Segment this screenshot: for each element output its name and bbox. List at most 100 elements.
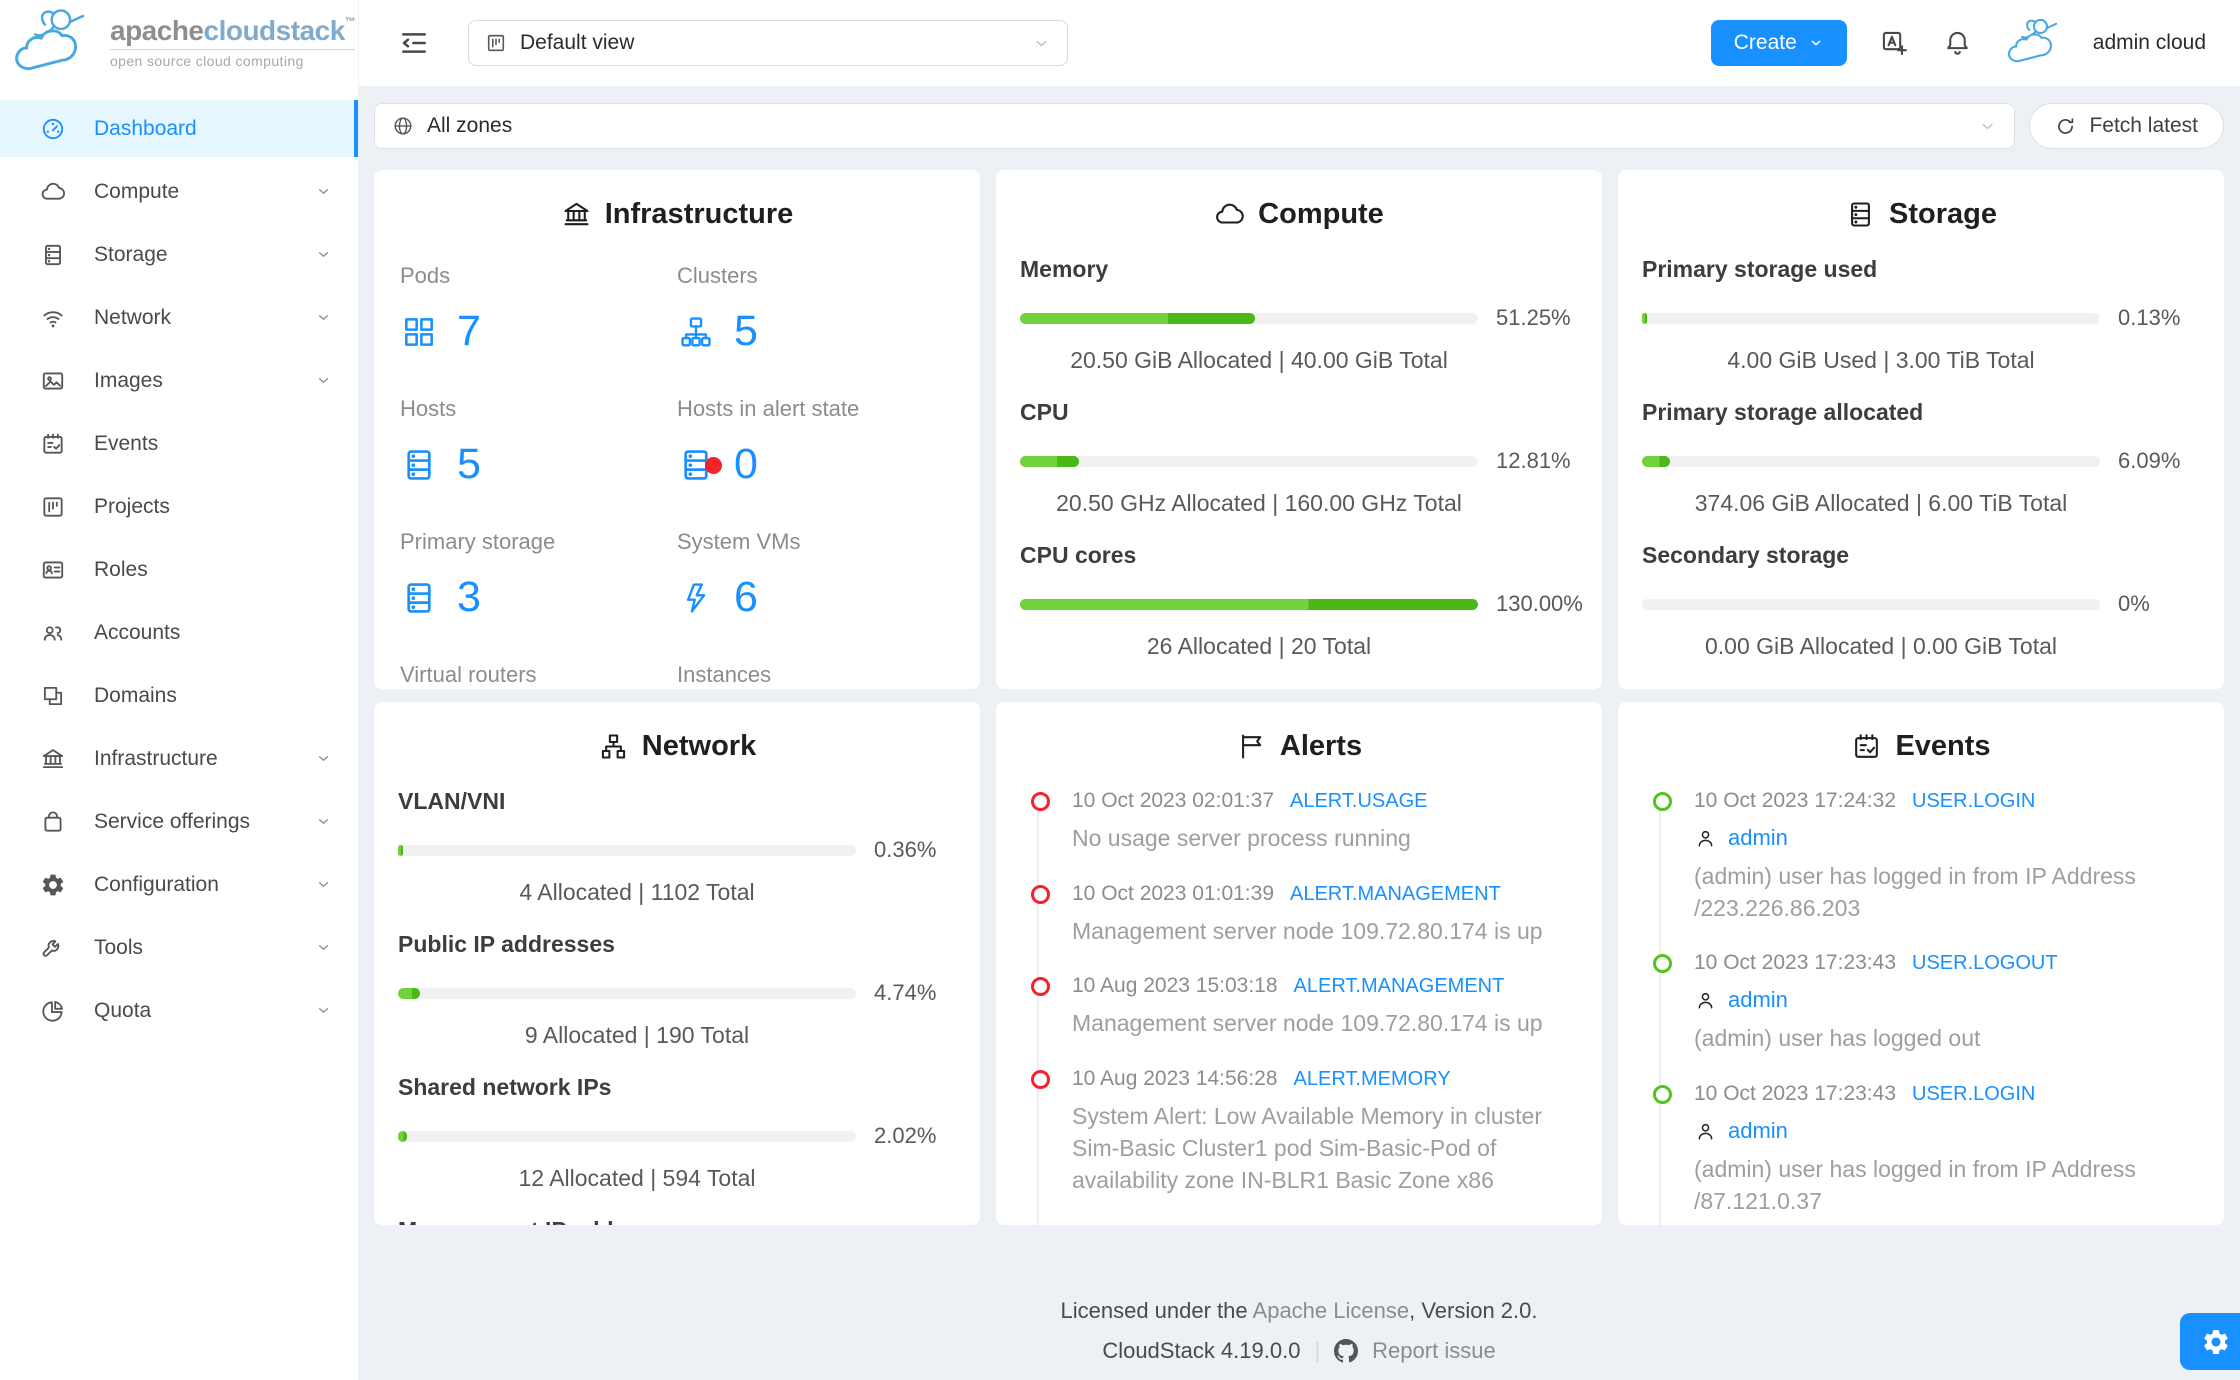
database-icon xyxy=(400,446,438,484)
zone-selector[interactable]: All zones xyxy=(374,103,2016,149)
item-type-link[interactable]: USER.LOGIN xyxy=(1912,790,2036,812)
app-logo[interactable]: apachecloudstack™ open source cloud comp… xyxy=(0,0,358,86)
sidebar-item-label: Quota xyxy=(94,998,152,1022)
stat-label: Clusters xyxy=(677,263,758,288)
event-user-link[interactable]: admin xyxy=(1728,987,1788,1013)
metric-percent: 0.36% xyxy=(874,837,937,862)
metric-caption: 12 Allocated | 594 Total xyxy=(518,1165,756,1191)
event-item: 10 Oct 2023 17:24:32 USER.LOGIN admin (admi… xyxy=(1653,789,2200,951)
sidebar-item-events[interactable]: Events xyxy=(0,415,358,472)
user-avatar[interactable] xyxy=(2005,16,2069,70)
brand-trademark: ™ xyxy=(344,16,356,28)
sidebar-item-projects[interactable]: Projects xyxy=(0,478,358,535)
sidebar-item-label: Accounts xyxy=(94,620,181,644)
item-type-link[interactable]: ALERT.MANAGEMENT xyxy=(1290,882,1501,905)
metric-caption: 4 Allocated | 1102 Total xyxy=(519,879,755,905)
thunderbolt-icon xyxy=(677,579,715,617)
metric-label: CPU xyxy=(1020,399,1069,425)
stat-pods[interactable]: Pods 7 xyxy=(400,263,677,356)
timeline-dot xyxy=(1031,792,1050,811)
metric-label: Public IP addresses xyxy=(398,931,615,957)
metric-caption: 20.50 GHz Allocated | 160.00 GHz Total xyxy=(1056,490,1462,516)
stat-instances[interactable]: Instances12 xyxy=(677,662,954,689)
metric-label: Primary storage allocated xyxy=(1642,399,1924,425)
apache-license-link[interactable]: Apache License xyxy=(1252,1298,1410,1323)
sidebar-item-infrastructure[interactable]: Infrastructure xyxy=(0,730,358,787)
database-alert-icon xyxy=(677,446,722,484)
metric-percent: 0% xyxy=(2118,591,2150,616)
alerts-card-title: Alerts xyxy=(1020,730,1578,763)
notification-bell-icon[interactable] xyxy=(1942,28,1973,59)
chevron-down-icon xyxy=(1811,40,1821,46)
chevron-down-icon xyxy=(315,813,332,830)
item-timestamp: 10 Aug 2023 14:56:28 xyxy=(1072,1067,1278,1091)
theme-settings-button[interactable] xyxy=(2180,1313,2240,1370)
progress-fill xyxy=(398,1130,408,1142)
create-button[interactable]: Create xyxy=(1710,20,1847,66)
stat-hosts[interactable]: Hosts 5 xyxy=(400,396,677,489)
item-timestamp: 10 Oct 2023 01:01:39 xyxy=(1072,881,1274,905)
item-type-link[interactable]: USER.LOGOUT xyxy=(1912,952,2058,975)
stat-label: Hosts in alert state xyxy=(677,396,860,421)
view-selector[interactable]: Default view xyxy=(468,20,1068,66)
stat-virtual-routers[interactable]: Virtual routers6 xyxy=(400,662,677,689)
sidebar-item-compute[interactable]: Compute xyxy=(0,163,358,220)
metric-label: Shared network IPs xyxy=(398,1074,612,1100)
user-icon xyxy=(1694,827,1717,850)
metric-label: Primary storage used xyxy=(1642,256,1878,282)
setting-icon xyxy=(40,872,66,898)
network-card-title: Network xyxy=(398,730,956,763)
sidebar-item-label: Tools xyxy=(94,935,144,959)
project-view-icon xyxy=(487,34,505,52)
item-type-link[interactable]: ALERT.MANAGEMENT xyxy=(1294,1224,1505,1225)
network-card: Network VLAN/VNI 0.36% 4 Allocated | 1102 … xyxy=(374,702,980,1225)
sidebar-item-service-offerings[interactable]: Service offerings xyxy=(0,793,358,850)
stat-clusters[interactable]: Clusters 5 xyxy=(677,263,954,356)
metric-label: Management IP addresses xyxy=(398,1217,956,1225)
alert-item: 10 Aug 2023 15:03:18 ALERT.MANAGEMENT Mana… xyxy=(1031,974,1578,1067)
topbar-actions: Create admin cloud xyxy=(1710,16,2206,70)
sidebar-item-domains[interactable]: Domains xyxy=(0,667,358,724)
calendar-check-icon xyxy=(1855,734,1879,758)
timeline-dot xyxy=(1031,884,1050,904)
stat-primary-storage[interactable]: Primary storage 3 xyxy=(400,529,677,622)
sidebar-item-accounts[interactable]: Accounts xyxy=(0,604,358,661)
item-description: Management server node 109.72.80.174 is … xyxy=(1072,1010,1543,1037)
item-type-link[interactable]: ALERT.MEMORY xyxy=(1293,1068,1451,1091)
alert-item: 10 Oct 2023 02:01:37 ALERT.USAGE No usage … xyxy=(1031,789,1578,882)
translate-icon[interactable] xyxy=(1879,28,1910,59)
metric-percent: 2.02% xyxy=(874,1123,937,1148)
menu-fold-icon[interactable] xyxy=(398,27,430,59)
alert-item: 10 Aug 2023 14:56:28 ALERT.MEMORY System A… xyxy=(1031,1067,1578,1223)
compute-card-title: Compute xyxy=(1020,198,1578,231)
sidebar-item-configuration[interactable]: Configuration xyxy=(0,856,358,913)
alert-item: 10 Aug 2023 14:56:00 ALERT.MANAGEMENT xyxy=(1032,1223,1578,1225)
progress-fill xyxy=(398,844,404,856)
zone-bar: All zones Fetch latest xyxy=(358,86,2240,166)
item-type-link[interactable]: USER.LOGIN xyxy=(1912,1083,2036,1106)
item-type-link[interactable]: ALERT.MANAGEMENT xyxy=(1293,975,1505,998)
item-type-link[interactable]: ALERT.USAGE xyxy=(1290,790,1428,812)
item-timestamp: 10 Aug 2023 15:03:18 xyxy=(1072,974,1278,998)
sidebar-item-tools[interactable]: Tools xyxy=(0,919,358,976)
stat-system-vms[interactable]: System VMs 6 xyxy=(677,529,954,622)
sidebar-item-images[interactable]: Images xyxy=(0,352,358,409)
events-card-title: Events xyxy=(1642,730,2200,763)
report-issue-link[interactable]: Report issue xyxy=(1372,1338,1496,1363)
event-user-link[interactable]: admin xyxy=(1728,825,1788,850)
sidebar-item-dashboard[interactable]: Dashboard xyxy=(0,100,358,157)
timeline-dot xyxy=(1031,977,1050,997)
sidebar-item-network[interactable]: Network xyxy=(0,289,358,346)
fetch-latest-button[interactable]: Fetch latest xyxy=(2029,103,2224,149)
metric-label: Memory xyxy=(1020,256,1109,282)
stat-hosts-in-alert-state[interactable]: Hosts in alert state 0 xyxy=(677,396,954,489)
alert-dot xyxy=(705,456,722,474)
chevron-down-icon xyxy=(315,876,332,893)
event-user-link[interactable]: admin xyxy=(1728,1118,1788,1144)
sidebar-item-quota[interactable]: Quota xyxy=(0,982,358,1039)
sidebar-item-roles[interactable]: Roles xyxy=(0,541,358,598)
sidebar-item-label: Dashboard xyxy=(94,116,197,140)
chevron-down-icon xyxy=(315,183,332,200)
sidebar-item-storage[interactable]: Storage xyxy=(0,226,358,283)
user-name[interactable]: admin cloud xyxy=(2092,31,2206,54)
